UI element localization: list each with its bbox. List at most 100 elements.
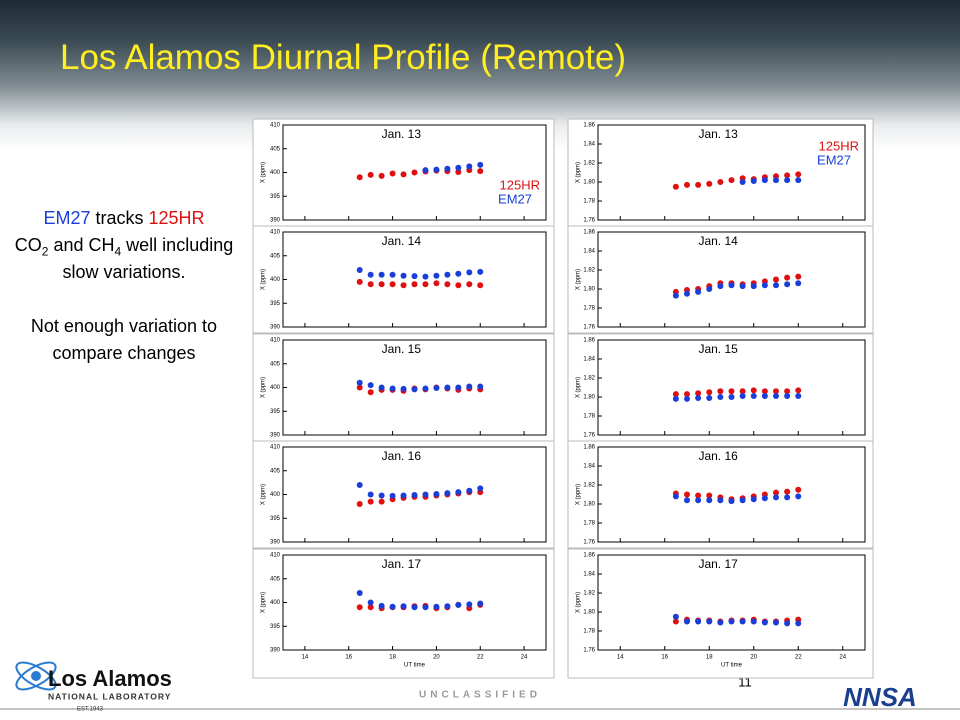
point [773, 276, 779, 283]
point [695, 618, 702, 625]
point [739, 179, 746, 185]
point [795, 387, 802, 394]
point [411, 386, 418, 393]
point [717, 283, 724, 290]
y-tick-label: 1.80 [583, 610, 595, 616]
y-tick-label: 1.76 [583, 325, 595, 331]
point [422, 167, 429, 174]
point [784, 488, 791, 495]
y-axis-label: X (ppm) [576, 592, 582, 613]
point [773, 282, 779, 289]
y-tick-label: 400 [270, 170, 281, 176]
y-tick-label: 1.76 [583, 218, 595, 224]
point [378, 271, 385, 278]
y-tick-label: 1.86 [583, 338, 595, 344]
point [422, 385, 429, 392]
y-tick-label: 1.84 [583, 464, 595, 470]
point [466, 163, 473, 170]
point [477, 383, 484, 390]
point [750, 496, 757, 503]
point [367, 171, 374, 178]
point [739, 497, 746, 504]
point [389, 170, 396, 177]
point [784, 620, 791, 627]
y-tick-label: 1.82 [583, 376, 595, 382]
point [695, 390, 702, 397]
point [477, 600, 484, 607]
y-axis-label: X (ppm) [261, 484, 267, 505]
point [477, 168, 484, 175]
y-tick-label: 390 [270, 433, 281, 439]
y-tick-label: 1.78 [583, 199, 595, 205]
y-axis-label: X (ppm) [261, 377, 267, 398]
plot-area [597, 339, 866, 436]
x-tick-label: 24 [521, 655, 528, 661]
point [367, 382, 374, 389]
point [433, 603, 440, 610]
point [750, 618, 757, 625]
y-tick-label: 410 [270, 123, 281, 129]
y-tick-label: 405 [270, 468, 281, 474]
point [761, 177, 768, 184]
point [706, 394, 713, 401]
point [784, 388, 791, 395]
panel-title: Jan. 15 [698, 342, 738, 356]
y-axis-label: X (ppm) [576, 162, 582, 183]
y-tick-label: 395 [270, 301, 281, 307]
point [477, 282, 484, 289]
point [356, 379, 363, 386]
point [717, 497, 724, 504]
y-axis-label: X (ppm) [576, 377, 582, 398]
y-tick-label: 395 [270, 409, 281, 415]
y-tick-label: 1.86 [583, 230, 595, 236]
point [411, 604, 418, 611]
y-tick-label: 395 [270, 194, 281, 200]
point [795, 493, 802, 500]
y-tick-label: 1.78 [583, 306, 595, 312]
point [367, 389, 374, 396]
y-tick-label: 1.86 [583, 553, 595, 559]
y-tick-label: 1.76 [583, 433, 595, 439]
y-tick-label: 1.82 [583, 591, 595, 597]
point [784, 281, 791, 288]
point [761, 388, 768, 395]
point [356, 267, 363, 273]
point [356, 604, 363, 611]
point [795, 273, 802, 280]
legend-entry: 125HR [500, 177, 540, 192]
y-tick-label: 1.78 [583, 414, 595, 420]
point [784, 172, 791, 179]
point [356, 482, 363, 488]
x-tick-label: 14 [302, 655, 309, 661]
y-tick-label: 410 [270, 445, 281, 451]
point [367, 271, 374, 278]
summary: EM27 tracks 125HR CO2 and CH4 well includ… [8, 205, 240, 286]
point [422, 604, 429, 611]
panel-title: Jan. 13 [382, 127, 422, 141]
point [433, 280, 440, 287]
point [466, 281, 473, 288]
point [684, 497, 690, 504]
y-tick-label: 1.80 [583, 180, 595, 186]
x-tick-label: 22 [795, 655, 802, 661]
point [695, 394, 702, 401]
y-tick-label: 395 [270, 516, 281, 522]
point [706, 180, 713, 187]
point [784, 494, 791, 501]
point [672, 292, 679, 299]
point [444, 271, 451, 278]
point [695, 492, 702, 499]
point [378, 384, 385, 391]
point [750, 283, 757, 290]
point [717, 388, 724, 395]
y-tick-label: 1.84 [583, 249, 595, 255]
point [706, 492, 713, 499]
x-tick-label: 14 [617, 655, 624, 661]
hr-word: 125HR [148, 208, 205, 228]
point [356, 501, 363, 507]
x-tick-label: 20 [750, 655, 757, 661]
panel-title: Jan. 17 [382, 557, 422, 571]
panel: 390 395 400 405 410 X (ppm) Jan. 16 [252, 440, 555, 549]
lab-subtitle: NATIONAL LABORATORY [48, 691, 171, 701]
point [784, 393, 791, 400]
